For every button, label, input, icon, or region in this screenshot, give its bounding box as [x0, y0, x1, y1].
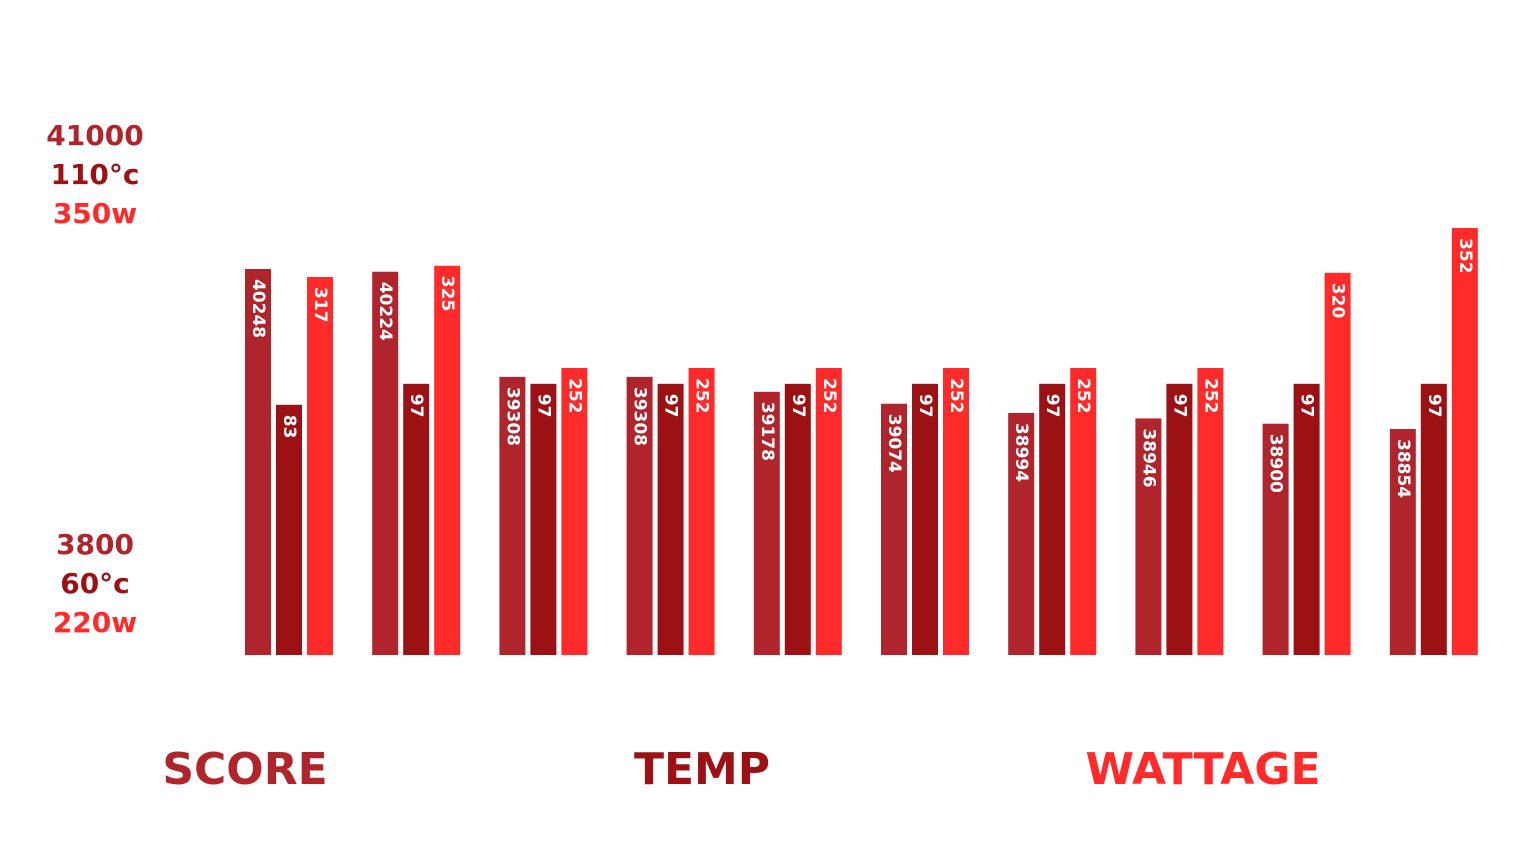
value-label: 252: [692, 378, 712, 414]
axis-label: 350w: [53, 197, 137, 230]
bar: [1262, 423, 1289, 655]
bar: [1135, 418, 1162, 655]
value-label: 39308: [502, 387, 522, 446]
value-label: 317: [310, 287, 330, 323]
bar: [1197, 368, 1224, 655]
value-label: 252: [1200, 378, 1220, 414]
value-label: 97: [406, 394, 426, 418]
value-label: 97: [1297, 394, 1317, 418]
bar: [1420, 383, 1447, 655]
bar: [530, 383, 557, 655]
value-label: 97: [1042, 394, 1062, 418]
bar: [1008, 412, 1035, 655]
legend-label: TEMP: [634, 744, 770, 795]
legend-label: SCORE: [162, 744, 327, 795]
bar: [434, 265, 461, 655]
value-label: 252: [564, 378, 584, 414]
bar: [1324, 272, 1351, 655]
axis-label: 220w: [53, 606, 137, 639]
bar: [1070, 368, 1097, 655]
value-label: 252: [819, 378, 839, 414]
value-label: 325: [437, 276, 457, 312]
value-label: 38854: [1393, 439, 1413, 498]
value-label: 97: [661, 394, 681, 418]
bar: [626, 376, 653, 655]
value-label: 97: [788, 394, 808, 418]
bar: [688, 368, 715, 655]
value-label: 252: [946, 378, 966, 414]
axis-label: 60°c: [60, 567, 130, 600]
legend-label: WATTAGE: [1085, 744, 1320, 795]
bar: [245, 268, 271, 655]
bar: [1451, 228, 1478, 655]
bar: [403, 383, 430, 655]
bar: [1293, 383, 1320, 655]
value-label: 97: [533, 394, 553, 418]
value-label: 38946: [1138, 428, 1158, 487]
bar: [753, 391, 780, 655]
value-label: 39074: [884, 414, 904, 473]
bar: [815, 368, 842, 655]
value-label: 38900: [1266, 434, 1286, 493]
axis-label: 41000: [46, 119, 143, 152]
value-label: 40224: [375, 282, 395, 341]
value-label: 38994: [1011, 423, 1031, 482]
bar: [276, 404, 302, 655]
axis-label: 110°c: [50, 158, 139, 191]
value-label: 40248: [248, 279, 268, 338]
value-label: 252: [1073, 378, 1093, 414]
bar: [943, 368, 969, 655]
bar: [881, 403, 907, 655]
bar: [499, 376, 526, 655]
value-label: 39178: [757, 402, 777, 461]
bar: [1039, 383, 1066, 655]
value-label: 97: [915, 394, 935, 418]
value-label: 320: [1328, 283, 1348, 319]
value-label: 352: [1455, 238, 1475, 274]
axis-label: 3800: [56, 528, 134, 561]
value-label: 83: [279, 415, 299, 439]
bar: [1389, 428, 1416, 655]
value-label: 97: [1424, 394, 1444, 418]
bar: [657, 383, 684, 655]
bar: [1166, 383, 1193, 655]
value-label: 97: [1169, 394, 1189, 418]
bar: [912, 383, 938, 655]
bar: [372, 271, 399, 655]
bar: [307, 277, 333, 655]
bar: [561, 368, 588, 655]
value-label: 39308: [630, 387, 650, 446]
bar: [784, 383, 811, 655]
